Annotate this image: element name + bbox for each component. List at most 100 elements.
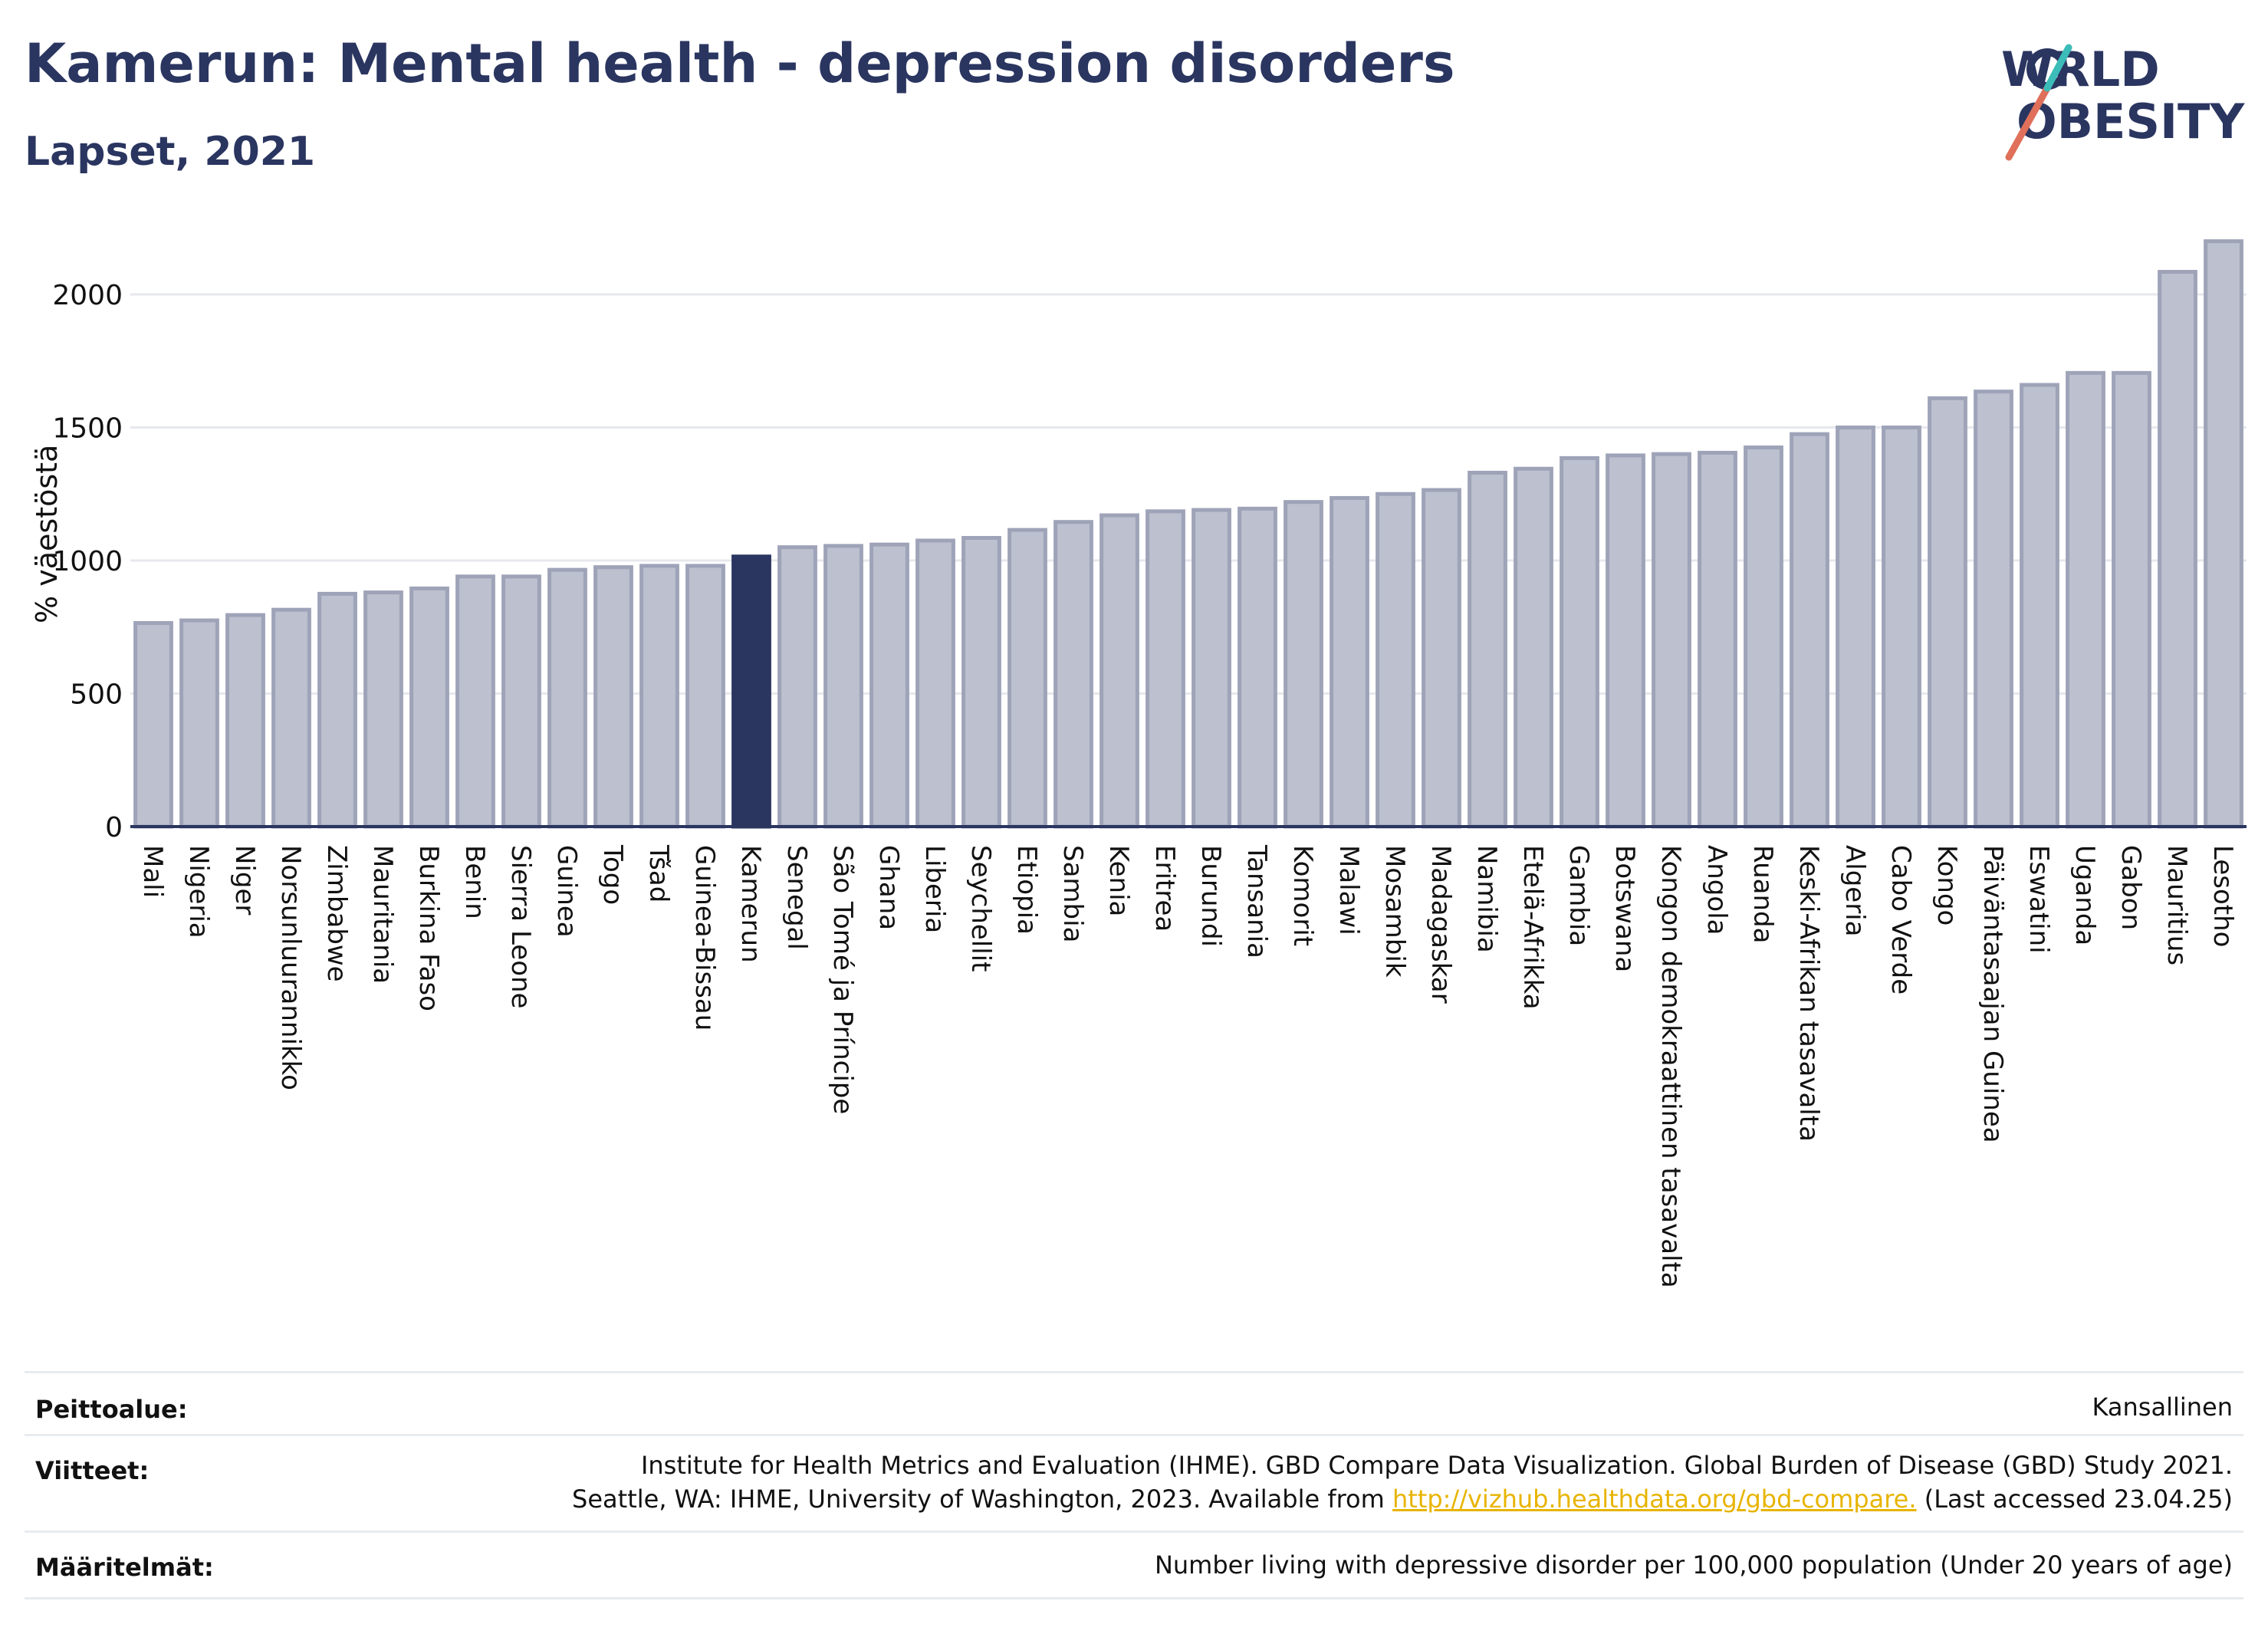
x-tick-label: Etiopia — [1011, 845, 1042, 935]
bar — [685, 564, 725, 829]
references-accessed: (Last accessed 23.04.25) — [1916, 1484, 2233, 1514]
x-tick-label: Senegal — [781, 845, 812, 950]
x-tick-label: Sierra Leone — [505, 845, 536, 1008]
bar — [2020, 383, 2059, 829]
bar-chart: 0 500 1000 1500 2000 Mali Nigeria Niger Norsunl… — [30, 239, 2247, 1288]
references-line-1: Institute for Health Metrics and Evaluat… — [640, 1451, 2233, 1480]
footer-row-references: Viitteet: Institute for Health Metrics a… — [25, 1434, 2243, 1533]
bar — [1836, 426, 1875, 829]
bar — [2066, 370, 2105, 829]
bar — [915, 538, 955, 829]
y-tick-label: 500 — [70, 679, 123, 711]
x-tick-label: São Tomé ja Príncipe — [827, 845, 858, 1114]
bar — [271, 607, 311, 829]
definitions-label: Määritelmät: — [35, 1553, 214, 1582]
coverage-label: Peittoalue: — [35, 1395, 188, 1424]
x-tick-label: Burkina Faso — [413, 845, 444, 1011]
page-title: Kamerun: Mental health - depression diso… — [25, 32, 1455, 95]
y-tick-label: 2000 — [52, 280, 123, 311]
bar — [1146, 509, 1185, 829]
bar — [455, 574, 495, 829]
definitions-value: Number living with depressive disorder p… — [1154, 1550, 2233, 1580]
x-tick-label: Komorit — [1287, 845, 1318, 946]
bar — [1238, 506, 1277, 829]
references-link[interactable]: http://vizhub.healthdata.org/gbd-compare… — [1392, 1484, 1917, 1514]
x-tick-label: Algeria — [1839, 845, 1870, 936]
bar — [363, 590, 403, 829]
bar — [225, 613, 265, 829]
y-axis-title: % väestöstä — [30, 445, 64, 623]
x-tick-label: Niger — [229, 845, 260, 915]
bar — [1422, 488, 1461, 829]
bar — [1928, 396, 1967, 829]
bar — [1053, 520, 1093, 829]
bar — [1468, 470, 1507, 829]
x-tick-label: Eritrea — [1149, 845, 1180, 932]
bar — [133, 621, 173, 829]
x-tick-label: Lesotho — [2207, 845, 2238, 947]
bar — [547, 567, 587, 829]
bar — [2204, 239, 2243, 829]
y-tick-label: 1000 — [52, 546, 123, 577]
x-tick-label: Norsunluurannikko — [275, 845, 306, 1090]
bar — [1790, 432, 1829, 829]
x-tick-label: Guinea — [551, 845, 582, 938]
world-obesity-logo: W RLD OBESITY — [2001, 41, 2245, 161]
x-tick-label: Burundi — [1195, 845, 1226, 947]
bar — [1698, 450, 1737, 829]
x-tick-label: Eswatini — [2023, 845, 2054, 954]
x-tick-label: Kongo — [1931, 845, 1962, 925]
x-tick-label: Guinea-Bissau — [689, 845, 720, 1031]
bar — [961, 536, 1001, 829]
bar — [1192, 508, 1231, 829]
bar — [1652, 452, 1691, 829]
x-tick-label: Liberia — [919, 845, 950, 933]
bar — [2158, 270, 2197, 829]
bar — [869, 542, 909, 829]
coverage-value: Kansallinen — [2092, 1392, 2233, 1422]
x-tick-label: Namibia — [1471, 845, 1502, 953]
x-tick-label: Sambia — [1057, 845, 1088, 942]
x-tick-label: Malawi — [1333, 845, 1364, 935]
bar — [1376, 492, 1415, 829]
x-tick-label: Benin — [459, 845, 490, 919]
x-tick-label: Tansania — [1241, 844, 1272, 958]
x-tick-label: Madagaskar — [1425, 845, 1456, 1004]
y-axis-ticks: 0 500 1000 1500 2000 — [52, 280, 123, 843]
bar — [1882, 426, 1921, 829]
bar — [1974, 390, 2013, 829]
x-tick-label: Zimbabwe — [321, 845, 352, 982]
references-line-2: Seattle, WA: IHME, University of Washing… — [572, 1482, 2233, 1516]
bar — [1007, 528, 1047, 829]
bar — [501, 574, 541, 829]
x-tick-label: Kongon demokraattinen tasavalta — [1655, 845, 1686, 1288]
bar — [2112, 370, 2151, 829]
x-tick-label: Nigeria — [183, 845, 214, 939]
x-tick-label: Etelä-Afrikka — [1517, 845, 1548, 1010]
footer-row-definitions: Määritelmät: Number living with depressi… — [25, 1530, 2243, 1599]
chart-footer: Peittoalue: Kansallinen Viitteet: Instit… — [25, 1371, 2243, 1601]
x-tick-label: Mosambik — [1379, 845, 1410, 978]
references-text: Institute for Health Metrics and Evaluat… — [572, 1448, 2233, 1516]
bar — [639, 564, 679, 829]
bar — [317, 591, 357, 829]
bar — [1099, 513, 1139, 829]
bar — [593, 565, 633, 829]
bar — [1606, 453, 1645, 829]
x-tick-label: Uganda — [2069, 845, 2100, 945]
x-tick-label: Ruanda — [1747, 845, 1778, 943]
x-tick-label: Gambia — [1563, 845, 1594, 946]
bar — [409, 586, 449, 829]
bar — [1560, 455, 1599, 829]
page-subtitle: Lapset, 2021 — [25, 129, 316, 175]
footer-row-coverage: Peittoalue: Kansallinen — [25, 1371, 2243, 1436]
bar — [179, 618, 219, 829]
bar — [1330, 495, 1369, 829]
y-tick-label: 1500 — [52, 413, 123, 445]
bar — [731, 554, 771, 829]
x-tick-label: Kamerun — [735, 845, 766, 963]
bar — [1744, 445, 1783, 829]
bar — [1284, 500, 1323, 829]
x-tick-label: Mauritius — [2161, 845, 2192, 965]
bar — [1514, 466, 1553, 829]
